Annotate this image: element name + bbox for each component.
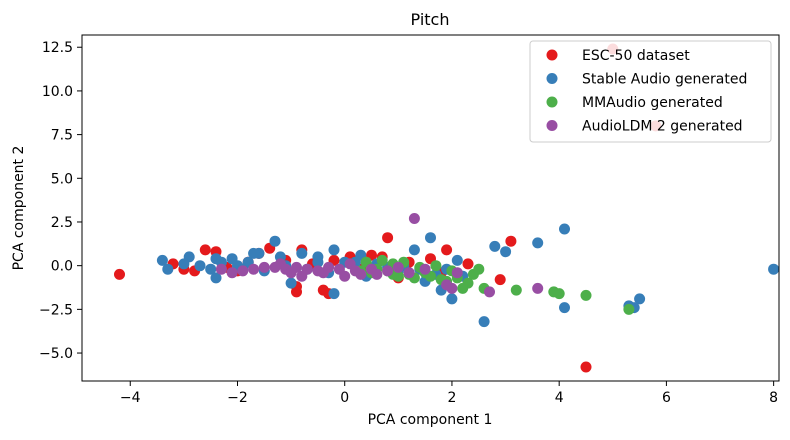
- point: [441, 244, 453, 256]
- y-tick-label: −2.5: [39, 302, 73, 318]
- point: [430, 260, 442, 272]
- point: [291, 286, 302, 298]
- y-tick-label: 12.5: [42, 40, 73, 56]
- x-tick-label: 2: [447, 390, 456, 406]
- point: [419, 263, 431, 275]
- point: [382, 232, 394, 244]
- x-tick-label: −2: [227, 390, 248, 406]
- legend-label: AudioLDM 2 generated: [582, 119, 743, 135]
- point: [505, 235, 517, 247]
- point: [553, 288, 565, 300]
- point: [462, 258, 474, 270]
- point: [215, 263, 227, 275]
- series-3: [215, 213, 544, 298]
- point: [328, 288, 340, 300]
- y-tick-label: 2.5: [51, 215, 73, 231]
- point: [489, 240, 501, 252]
- point: [510, 284, 522, 296]
- point: [451, 267, 463, 279]
- y-tick-label: 7.5: [51, 128, 73, 144]
- point: [532, 282, 544, 294]
- legend-label: Stable Audio generated: [582, 72, 747, 88]
- point: [205, 263, 217, 275]
- point: [457, 282, 469, 294]
- point: [408, 244, 420, 256]
- point: [274, 258, 286, 270]
- y-tick-label: −5.0: [39, 346, 73, 362]
- chart-title: Pitch: [411, 10, 450, 29]
- point: [114, 268, 125, 280]
- point: [768, 263, 780, 275]
- legend-box: [529, 40, 772, 143]
- point: [382, 265, 394, 277]
- legend-label: ESC-50 dataset: [582, 48, 690, 64]
- point: [328, 244, 340, 256]
- x-axis-ticks: −4 −2 0 2 4 6 8: [120, 381, 778, 406]
- point: [248, 247, 260, 259]
- y-tick-label: 0.0: [51, 259, 73, 275]
- point: [312, 256, 324, 268]
- point: [248, 263, 260, 275]
- legend: ESC-50 dataset Stable Audio generated MMAu…: [529, 40, 772, 143]
- point: [226, 267, 238, 279]
- point: [532, 237, 544, 249]
- point: [451, 254, 463, 266]
- point: [559, 223, 570, 235]
- point: [623, 303, 635, 315]
- point: [500, 246, 512, 258]
- y-tick-label: 10.0: [42, 84, 73, 100]
- x-tick-label: −4: [120, 390, 141, 406]
- y-axis-label: PCA component 2: [11, 146, 27, 271]
- point: [403, 267, 415, 279]
- point: [162, 263, 174, 275]
- plot-frame: [81, 34, 780, 382]
- point: [296, 270, 308, 282]
- point: [258, 261, 270, 273]
- point: [425, 232, 436, 244]
- legend-marker: [546, 49, 558, 61]
- point: [317, 267, 329, 279]
- x-tick-label: 0: [340, 390, 349, 406]
- x-tick-label: 6: [662, 390, 671, 406]
- point: [392, 261, 404, 273]
- legend-marker: [546, 73, 558, 84]
- point: [484, 286, 495, 298]
- point: [194, 260, 206, 272]
- point: [285, 277, 297, 289]
- point: [634, 293, 646, 305]
- legend-marker: [546, 96, 558, 108]
- point: [210, 272, 222, 284]
- legend-marker: [546, 120, 558, 131]
- point: [446, 293, 458, 305]
- point: [478, 316, 490, 328]
- point: [371, 268, 383, 280]
- point: [156, 254, 168, 266]
- point: [473, 263, 485, 275]
- point: [376, 254, 388, 266]
- point: [199, 244, 211, 256]
- point: [296, 247, 308, 259]
- point: [408, 213, 420, 224]
- point: [580, 361, 592, 373]
- legend-label: MMAudio generated: [582, 95, 723, 111]
- x-axis-label: PCA component 1: [368, 412, 493, 428]
- y-axis-ticks: −5.0 −2.5 0.0 2.5 5.0 7.5 10.0 12.5: [39, 40, 82, 362]
- point: [178, 258, 190, 270]
- point: [339, 270, 351, 282]
- point: [269, 235, 281, 247]
- point: [580, 289, 592, 301]
- y-tick-label: 5.0: [51, 171, 73, 187]
- point: [559, 302, 570, 314]
- x-tick-label: 8: [769, 390, 778, 406]
- points-layer: [114, 43, 780, 373]
- point: [349, 265, 361, 277]
- point: [237, 265, 249, 277]
- point: [285, 267, 297, 279]
- x-tick-label: 4: [555, 390, 564, 406]
- point: [494, 274, 506, 286]
- point: [441, 279, 453, 291]
